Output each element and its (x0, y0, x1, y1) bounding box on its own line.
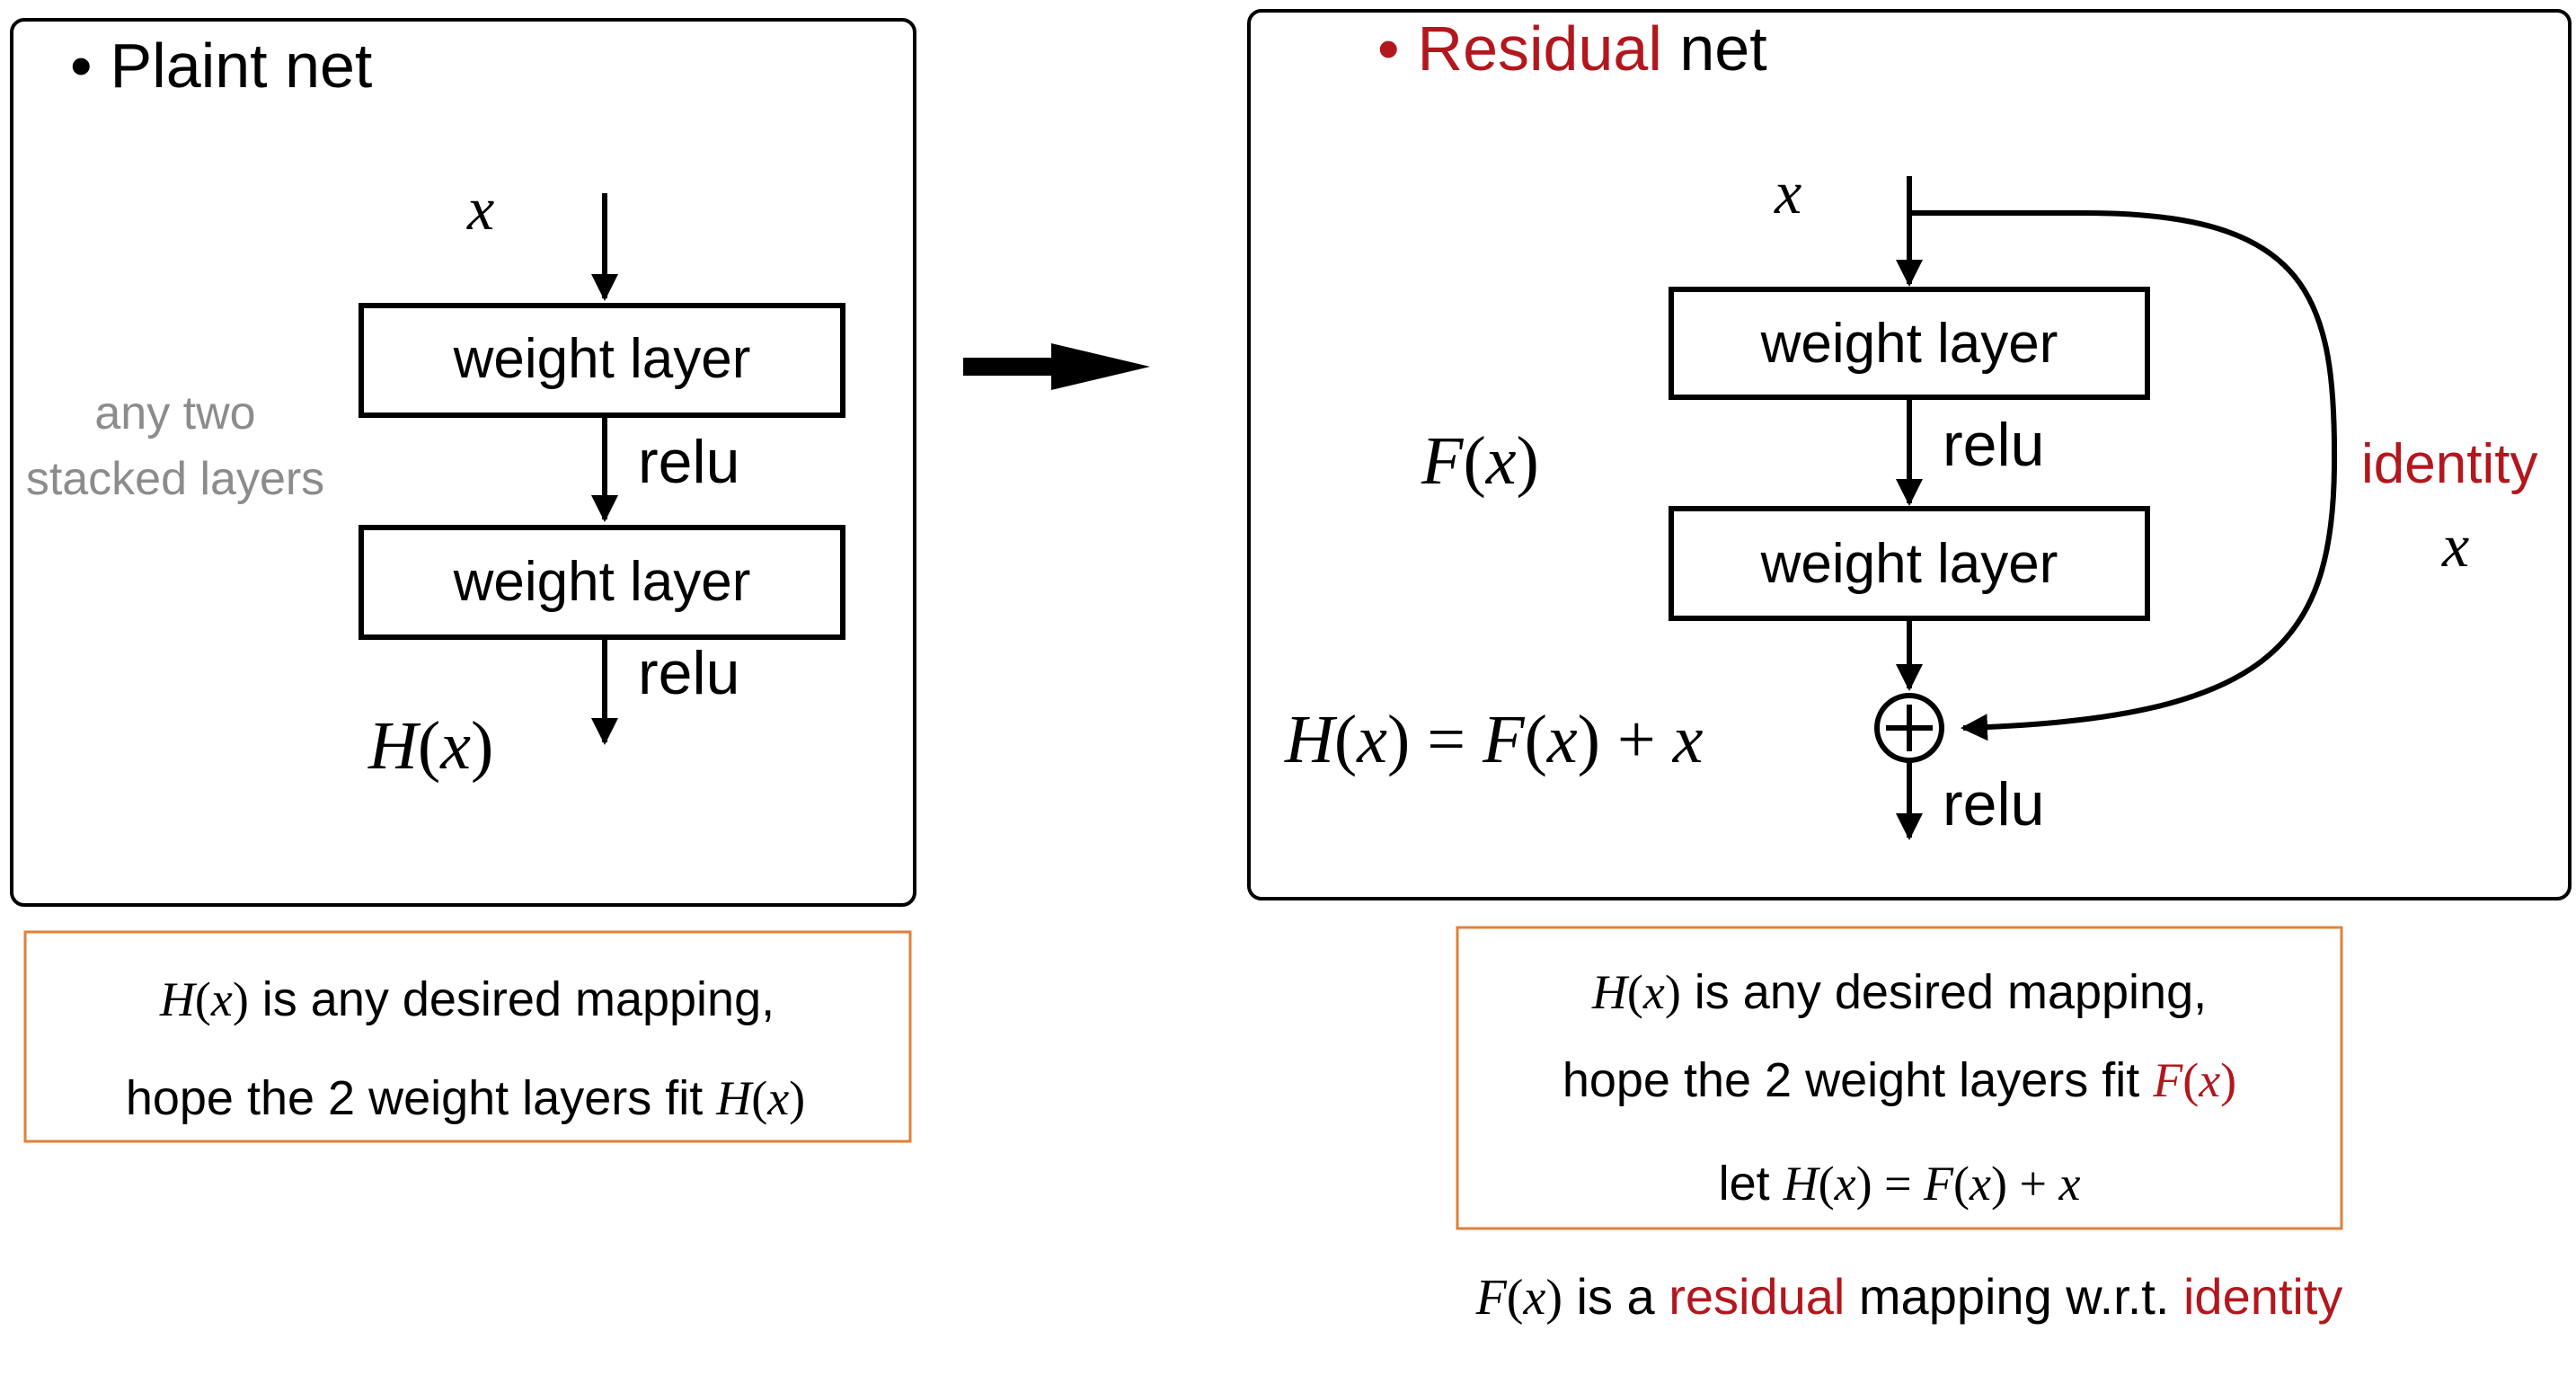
plain-weight-layer-2-label: weight layer (453, 551, 751, 613)
residual-net-panel: • Residual net x weight layer relu weight… (1247, 9, 2572, 900)
residual-caption: H(x) is any desired mapping, hope the 2 … (1456, 926, 2343, 1230)
plain-net-panel: • Plaint net x weight layer relu weight l… (10, 18, 916, 907)
plain-side-label-line1: any two (94, 387, 255, 439)
plain-output-hx: H(x) (367, 708, 493, 784)
residual-caption-line3: let H(x) = F(x) + x (1719, 1157, 2081, 1211)
residual-caption-box (1456, 926, 2343, 1230)
plain-weight-layer-1 (359, 303, 845, 418)
plain-weight-layer-1-label: weight layer (453, 328, 751, 390)
plain-caption-line1: H(x) is any desired mapping, (159, 972, 775, 1026)
sum-node (1874, 693, 1944, 763)
residual-fx-label: F(x) (1421, 423, 1539, 499)
transition-arrow (963, 343, 1150, 390)
plain-weight-layer-2 (359, 525, 845, 640)
plain-input-x: x (466, 174, 494, 243)
plain-side-label-line2: stacked layers (26, 453, 324, 505)
plain-caption-box (23, 930, 912, 1143)
plain-relu-2: relu (638, 639, 739, 707)
residual-input-x: x (1774, 158, 1801, 226)
residual-equation: H(x) = F(x) + x (1284, 702, 1704, 777)
plain-caption: H(x) is any desired mapping, hope the 2 … (23, 930, 912, 1143)
plain-caption-line2: hope the 2 weight layers fit H(x) (126, 1071, 805, 1125)
residual-relu-out: relu (1943, 770, 2044, 838)
residual-weight-layer-1 (1669, 287, 2150, 400)
residual-weight-layer-2-label: weight layer (1760, 533, 2058, 595)
residual-caption-line2: hope the 2 weight layers fit F(x) (1562, 1053, 2236, 1107)
residual-title: • Residual net (1377, 13, 1767, 84)
residual-weight-layer-1-label: weight layer (1760, 313, 2058, 375)
residual-relu-1: relu (1943, 411, 2044, 479)
residual-caption-line1: H(x) is any desired mapping, (1591, 965, 2207, 1019)
plain-net-frame (10, 18, 916, 907)
residual-footnote: F(x) is a residual mapping w.r.t. identi… (1475, 1268, 2343, 1326)
identity-label: identity (2361, 433, 2537, 495)
residual-net-frame (1247, 9, 2572, 900)
plain-title: • Plaint net (70, 31, 372, 101)
identity-x: x (2441, 511, 2469, 580)
plain-relu-1: relu (638, 428, 739, 496)
identity-skip-path (1909, 210, 2338, 741)
